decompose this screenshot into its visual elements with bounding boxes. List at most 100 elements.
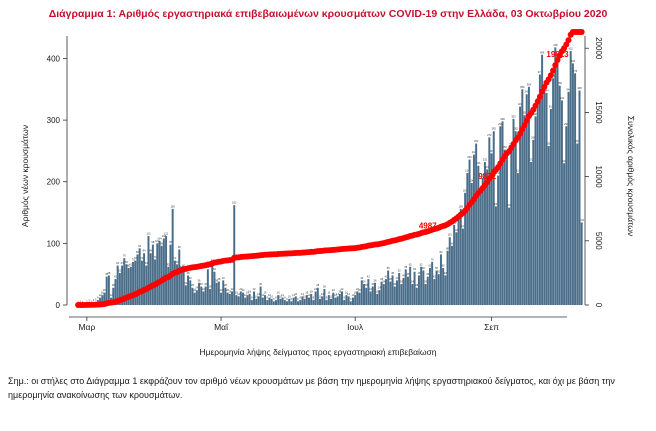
bar-value-label: 124 bbox=[461, 224, 466, 228]
daily-cases-bar bbox=[325, 300, 328, 305]
daily-cases-bar bbox=[547, 146, 550, 305]
bar-value-label: 6 bbox=[297, 297, 299, 301]
cumulative-annotation-label: 19613 bbox=[546, 50, 569, 59]
bar-value-label: 96 bbox=[160, 241, 163, 245]
daily-cases-bar bbox=[532, 139, 535, 305]
bar-value-label: 18 bbox=[376, 289, 379, 293]
daily-cases-bar bbox=[182, 268, 185, 305]
daily-cases-bar bbox=[356, 291, 359, 305]
bar-value-label: 16 bbox=[345, 291, 348, 295]
daily-cases-bar bbox=[378, 290, 381, 305]
bar-value-label: 18 bbox=[248, 289, 251, 293]
daily-cases-bar bbox=[488, 137, 491, 305]
bar-value-label: 344 bbox=[544, 89, 549, 93]
bar-value-label: 48 bbox=[187, 271, 190, 275]
bar-value-label: 392 bbox=[571, 59, 576, 63]
bar-value-label: 22 bbox=[239, 287, 242, 291]
daily-cases-bar bbox=[343, 300, 346, 305]
left-y-axis: 0 100 200 300 400 bbox=[47, 36, 68, 310]
bar-value-label: 22 bbox=[356, 287, 359, 291]
bar-value-label: 412 bbox=[569, 47, 574, 51]
bar-value-label: 258 bbox=[547, 142, 552, 146]
x-axis-label: Ημερομηνία λήψης δείγματος προς εργαστηρ… bbox=[199, 347, 436, 357]
bar-value-label: 10 bbox=[303, 294, 306, 298]
bar-value-label: 16 bbox=[264, 291, 267, 295]
daily-cases-bar bbox=[132, 261, 135, 305]
bar-value-label: 64 bbox=[145, 261, 148, 265]
daily-cases-bar bbox=[382, 284, 385, 305]
daily-cases-bar bbox=[103, 292, 106, 305]
bar-value-label: 252 bbox=[503, 145, 508, 149]
bar-value-label: 3 bbox=[88, 299, 90, 303]
daily-cases-bar bbox=[99, 297, 102, 305]
daily-cases-bar bbox=[334, 297, 337, 305]
bar-value-label: 272 bbox=[487, 133, 492, 137]
daily-cases-bar bbox=[261, 297, 264, 305]
bar-value-label: 62 bbox=[129, 262, 132, 266]
bar-value-label: 30 bbox=[259, 282, 262, 286]
bar-value-label: 48 bbox=[418, 271, 421, 275]
bar-value-label: 26 bbox=[209, 284, 212, 288]
daily-cases-bar bbox=[149, 253, 152, 305]
daily-cases-bar bbox=[292, 297, 295, 305]
bar-value-label: 22 bbox=[314, 287, 317, 291]
bar-value-label: 28 bbox=[191, 283, 194, 287]
daily-cases-bar bbox=[217, 281, 220, 305]
bar-value-label: 40 bbox=[396, 276, 399, 280]
daily-cases-bar bbox=[380, 281, 383, 305]
bar-value-label: 282 bbox=[492, 127, 497, 131]
bar-value-label: 198 bbox=[470, 178, 475, 182]
daily-cases-bar bbox=[475, 143, 478, 305]
daily-cases-bar bbox=[404, 269, 407, 305]
daily-cases-bar bbox=[281, 297, 284, 305]
cumulative-point bbox=[536, 93, 543, 100]
daily-cases-bar bbox=[136, 254, 139, 305]
bar-value-label: 112 bbox=[164, 231, 169, 235]
daily-cases-bar bbox=[222, 280, 225, 305]
daily-cases-bar bbox=[534, 116, 537, 305]
right-tick-label: 20000 bbox=[594, 37, 603, 60]
daily-cases-bar bbox=[365, 287, 368, 305]
daily-cases-bar bbox=[402, 277, 405, 305]
bar-value-label: 8 bbox=[313, 296, 315, 300]
bar-value-label: 8 bbox=[251, 296, 253, 300]
bar-value-label: 36 bbox=[198, 278, 201, 282]
daily-cases-bar bbox=[248, 293, 251, 305]
daily-cases-bar bbox=[446, 250, 449, 305]
daily-cases-bar bbox=[193, 292, 196, 305]
left-tick-label: 300 bbox=[47, 116, 61, 125]
daily-cases-bar bbox=[294, 296, 297, 305]
daily-cases-bar bbox=[450, 245, 453, 305]
daily-cases-bar bbox=[288, 298, 291, 305]
daily-cases-bar bbox=[275, 300, 278, 305]
daily-cases-bar bbox=[206, 269, 209, 305]
daily-cases-bar bbox=[490, 153, 493, 305]
daily-cases-bar bbox=[145, 265, 148, 305]
bar-value-label: 10 bbox=[270, 294, 273, 298]
bar-value-label: 306 bbox=[533, 112, 538, 116]
right-y-axis: 0 5000 10000 15000 20000 bbox=[584, 36, 603, 308]
daily-cases-bar bbox=[231, 291, 234, 305]
bar-value-label: 12 bbox=[261, 293, 264, 297]
bar-value-label: 54 bbox=[413, 267, 416, 271]
bar-value-label: 160 bbox=[494, 202, 499, 206]
bar-value-label: 112 bbox=[146, 231, 151, 235]
daily-cases-bar bbox=[395, 280, 398, 305]
bar-value-label: 60 bbox=[429, 264, 432, 268]
daily-cases-bar bbox=[202, 291, 205, 305]
daily-cases-bar bbox=[259, 286, 262, 305]
daily-cases-bar bbox=[246, 295, 249, 305]
bar-value-label: 30 bbox=[371, 282, 374, 286]
cumulative-point bbox=[517, 130, 524, 137]
bar-value-label: 16 bbox=[277, 291, 280, 295]
bar-value-label: 14 bbox=[257, 292, 260, 296]
bar-value-label: 16 bbox=[305, 291, 308, 295]
bar-value-label: 22 bbox=[341, 287, 344, 291]
daily-cases-bar bbox=[204, 286, 207, 305]
daily-cases-bar bbox=[468, 159, 471, 305]
daily-cases-bar bbox=[228, 293, 231, 305]
bar-value-label: 38 bbox=[380, 277, 383, 281]
bar-value-label: 84 bbox=[143, 249, 146, 253]
bar-value-label: 268 bbox=[531, 135, 536, 139]
cumulative-point bbox=[578, 29, 585, 35]
